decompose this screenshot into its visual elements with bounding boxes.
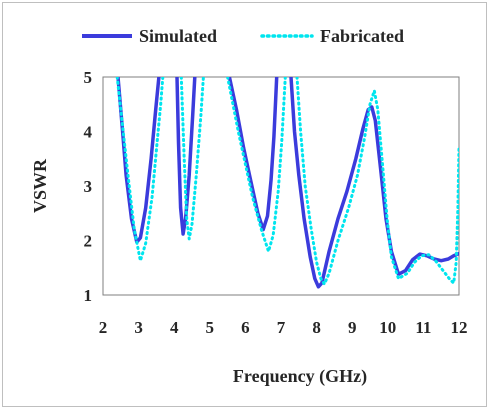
y-tick-label: 3 <box>84 177 93 196</box>
legend-label-simulated: Simulated <box>139 26 217 46</box>
legend-label-fabricated: Fabricated <box>320 26 404 46</box>
x-tick-label: 2 <box>99 318 108 337</box>
chart-frame <box>2 2 487 407</box>
x-tick-label: 7 <box>277 318 286 337</box>
x-tick-label: 12 <box>451 318 468 337</box>
series-layer <box>115 77 459 289</box>
series-line-simulated <box>116 77 459 289</box>
x-tick-label: 6 <box>241 318 250 337</box>
series-line-fabricated <box>115 77 459 286</box>
x-tick-label: 9 <box>348 318 357 337</box>
x-tick-label: 10 <box>379 318 396 337</box>
y-axis-title: VSWR <box>30 158 50 213</box>
x-tick-labels: 2 3 4 5 6 7 8 9 10 11 12 <box>99 318 468 337</box>
x-tick-label: 11 <box>415 318 431 337</box>
x-tick-label: 5 <box>206 318 215 337</box>
y-tick-label: 5 <box>84 68 93 87</box>
y-tick-label: 2 <box>84 232 93 251</box>
y-tick-label: 1 <box>84 286 93 305</box>
y-tick-labels: 1 2 3 4 5 <box>84 68 93 305</box>
x-axis-title: Frequency (GHz) <box>233 366 367 387</box>
x-tick-label: 4 <box>170 318 179 337</box>
x-tick-label: 3 <box>134 318 143 337</box>
y-tick-label: 4 <box>84 123 93 142</box>
legend: Simulated Fabricated <box>82 26 404 46</box>
x-tick-label: 8 <box>312 318 321 337</box>
